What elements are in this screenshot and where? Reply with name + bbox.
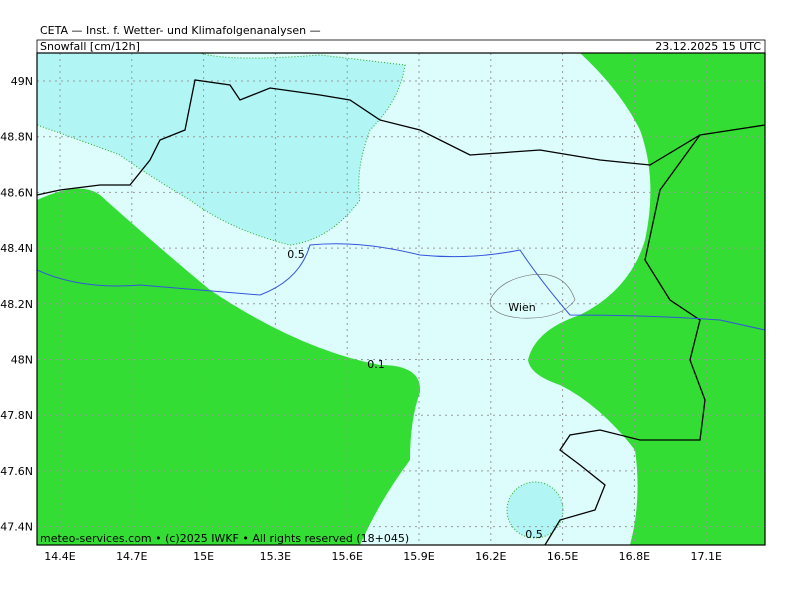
header-title: CETA — Inst. f. Wetter- und Klimafolgena… bbox=[40, 24, 321, 37]
snow-area bbox=[37, 53, 406, 246]
lat-label: 48N bbox=[11, 354, 33, 367]
lon-label: 15.3E bbox=[260, 550, 291, 563]
lat-label: 47.4N bbox=[0, 521, 33, 534]
lon-label: 15E bbox=[193, 550, 214, 563]
border bbox=[544, 134, 706, 545]
footer: meteo-services.com • (c)2025 IWKF • All … bbox=[40, 532, 409, 545]
lon-label: 15.9E bbox=[403, 550, 434, 563]
lon-label: 15.6E bbox=[331, 550, 362, 563]
map bbox=[37, 53, 765, 545]
contour-label: 0.5 bbox=[525, 528, 543, 541]
lon-label: 16.8E bbox=[619, 550, 650, 563]
variable-label: Snowfall [cm/12h] bbox=[40, 40, 140, 53]
no-snow-area bbox=[528, 53, 765, 545]
contour-label: 0.1 bbox=[367, 358, 385, 371]
map-frame bbox=[36, 52, 766, 546]
border bbox=[37, 79, 765, 196]
lon-label: 14.7E bbox=[116, 550, 147, 563]
lat-label: 48.8N bbox=[0, 131, 33, 144]
lon-label: 17.1E bbox=[690, 550, 721, 563]
lat-label: 48.2N bbox=[0, 298, 33, 311]
no-snow-area bbox=[37, 188, 421, 545]
datetime-label: 23.12.2025 15 UTC bbox=[655, 40, 761, 53]
lat-label: 48.6N bbox=[0, 186, 33, 199]
river bbox=[37, 243, 765, 331]
lon-label: 14.4E bbox=[44, 550, 75, 563]
lon-label: 16.5E bbox=[547, 550, 578, 563]
lat-label: 48.4N bbox=[0, 242, 33, 255]
lat-label: 47.6N bbox=[0, 465, 33, 478]
contour-label: 0.5 bbox=[287, 248, 305, 261]
place-label: Wien bbox=[508, 301, 535, 314]
lat-label: 49N bbox=[11, 75, 33, 88]
lon-label: 16.2E bbox=[475, 550, 506, 563]
city-boundary bbox=[489, 273, 576, 319]
lat-label: 47.8N bbox=[0, 409, 33, 422]
